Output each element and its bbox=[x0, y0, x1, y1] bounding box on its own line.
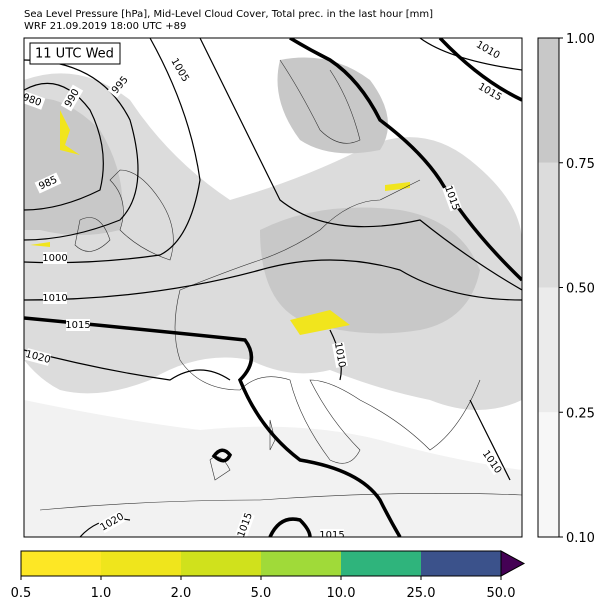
colorbar-tick-label: 0.50 bbox=[566, 282, 595, 297]
colorbar-segment bbox=[261, 551, 341, 576]
time-label-box bbox=[29, 42, 121, 65]
contour-label-bg bbox=[98, 510, 126, 534]
contour-label-bg bbox=[442, 184, 462, 212]
contour-label: 980 bbox=[21, 92, 43, 109]
cloud-area bbox=[24, 98, 123, 235]
cloud-area bbox=[277, 57, 388, 154]
contour-label-bg bbox=[320, 529, 344, 537]
precip-area bbox=[30, 110, 410, 335]
colorbar-tick-label: 1.0 bbox=[91, 586, 112, 601]
colorbar-tick-label: 0.25 bbox=[566, 406, 595, 421]
colorbar-segment bbox=[341, 551, 421, 576]
contour-label-bg bbox=[476, 80, 504, 104]
colorbar-segment bbox=[181, 551, 261, 576]
contour-label-bg bbox=[43, 252, 67, 264]
colorbar-tick-label: 2.0 bbox=[171, 586, 192, 601]
colorbar-segment bbox=[538, 287, 559, 413]
contour-label: 1015 bbox=[319, 530, 344, 541]
coastlines bbox=[39, 59, 522, 511]
contour-label-bg bbox=[24, 348, 52, 366]
colorbar-segment bbox=[101, 551, 181, 576]
colorbar-segment bbox=[538, 162, 559, 288]
isobar-1015 bbox=[24, 38, 522, 537]
contour-label-bg bbox=[34, 172, 62, 194]
contour-label-bg bbox=[235, 511, 255, 537]
cloud-area bbox=[260, 207, 480, 334]
contour-label-bg bbox=[168, 56, 192, 84]
colorbar-tick-label: 0.75 bbox=[566, 157, 595, 172]
colorbar-tick-label: 25.0 bbox=[407, 586, 436, 601]
contour-label: 1000 bbox=[42, 253, 67, 264]
cloud-colorbar: 0.10 0.25 0.50 0.75 1.00 bbox=[537, 32, 595, 546]
title: Sea Level Pressure [hPa], Mid-Level Clou… bbox=[24, 9, 433, 20]
map-frame bbox=[23, 37, 523, 538]
subtitle: WRF 21.09.2019 18:00 UTC +89 bbox=[24, 21, 186, 32]
colorbar-tick-label: 10.0 bbox=[327, 586, 356, 601]
map: 9909951005101010159809851000101010151020… bbox=[21, 38, 522, 541]
contour-label-bg bbox=[480, 448, 504, 476]
colorbar-segment bbox=[538, 412, 559, 537]
contour-label: 1010 bbox=[332, 342, 347, 369]
colorbar-tick-label: 50.0 bbox=[487, 586, 516, 601]
colorbar-extend bbox=[500, 550, 526, 577]
contour-label: 1015 bbox=[65, 320, 90, 331]
contour-label-bg bbox=[474, 38, 502, 62]
contour-label-bg bbox=[66, 319, 90, 331]
contour-label: 1010 bbox=[42, 293, 67, 304]
contour-label-bg bbox=[60, 84, 84, 112]
time-label: 11 UTC Wed bbox=[35, 47, 114, 62]
contour-label-bg bbox=[43, 292, 67, 304]
colorbar-segment bbox=[538, 38, 559, 163]
colorbar-segment bbox=[21, 551, 101, 576]
contour-label-bg bbox=[24, 90, 46, 110]
contour-label-bg bbox=[332, 342, 348, 368]
colorbar-tick-label: 1.00 bbox=[566, 32, 595, 47]
precip-colorbar: 0.5 1.0 2.0 5.0 10.0 25.0 50.0 bbox=[11, 550, 526, 601]
colorbar-tick-label: 5.0 bbox=[251, 586, 272, 601]
colorbar-tick-label: 0.10 bbox=[566, 531, 595, 546]
contour-label-bg bbox=[107, 71, 133, 99]
colorbar-tick-label: 0.5 bbox=[11, 586, 32, 601]
colorbar-segment bbox=[421, 551, 501, 576]
